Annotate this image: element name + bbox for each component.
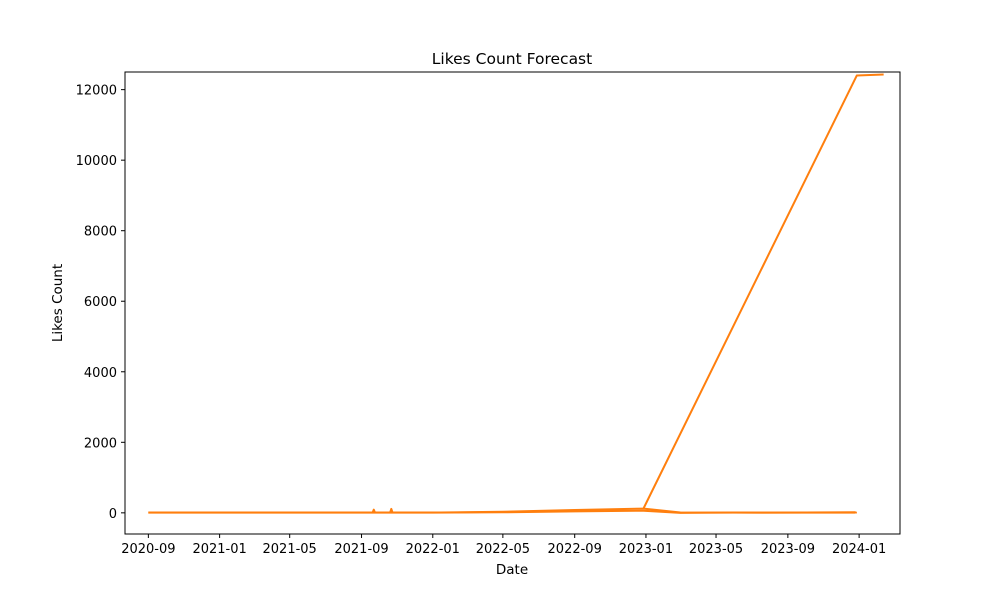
x-tick-label: 2020-09 [121, 542, 175, 557]
x-tick-label: 2024-01 [832, 542, 886, 557]
y-tick-label: 2000 [84, 436, 117, 451]
y-tick-label: 6000 [84, 295, 117, 310]
x-tick-label: 2022-09 [548, 542, 602, 557]
x-axis-label: Date [496, 562, 528, 578]
y-tick-label: 8000 [84, 225, 117, 240]
x-tick-label: 2021-01 [192, 542, 246, 557]
series-line-3 [642, 73, 884, 509]
x-tick-label: 2021-09 [334, 542, 388, 557]
x-tick-label: 2023-05 [689, 542, 743, 557]
y-tick-label: 12000 [76, 84, 117, 99]
series-line-2 [148, 509, 856, 514]
y-tick-label: 0 [109, 507, 117, 522]
series-group [148, 73, 884, 514]
y-axis-label: Likes Count [50, 264, 66, 342]
x-tick-label: 2023-01 [619, 542, 673, 557]
chart-title: Likes Count Forecast [432, 50, 592, 68]
y-tick-label: 10000 [76, 154, 117, 169]
x-tick-label: 2022-01 [406, 542, 460, 557]
x-tick-label: 2022-05 [476, 542, 530, 557]
ticks-group: 2020-09 2021-01 2021-05 2021-09 2022-01 2022-… [76, 84, 887, 557]
x-tick-label: 2021-05 [263, 542, 317, 557]
x-tick-label: 2023-09 [761, 542, 815, 557]
plot-frame [124, 71, 901, 535]
y-tick-label: 4000 [84, 366, 117, 381]
